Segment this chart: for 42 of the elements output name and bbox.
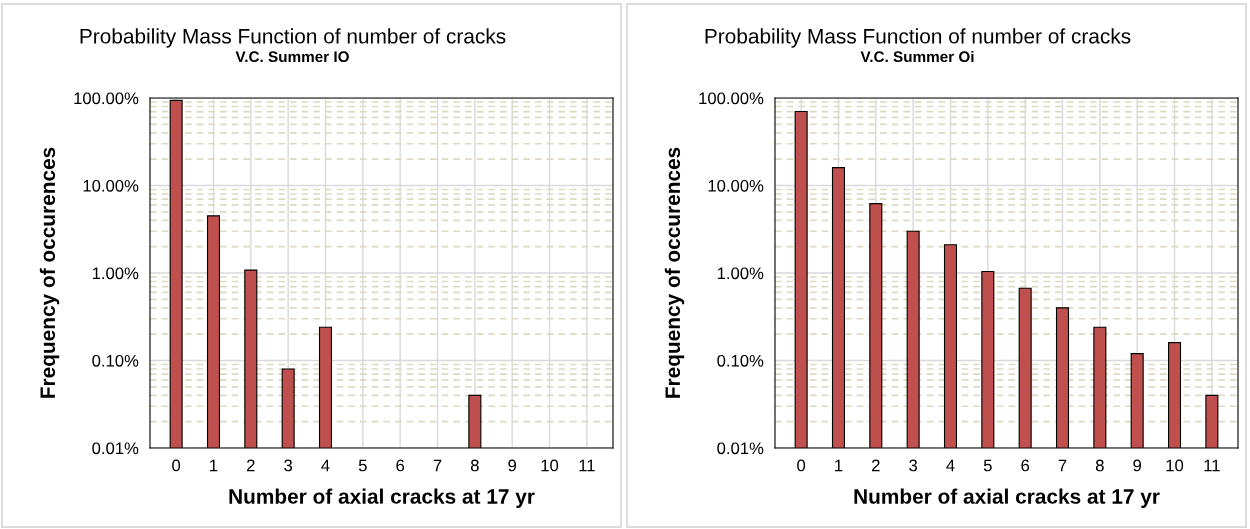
x-tick-label: 7	[1058, 459, 1067, 472]
x-axis-title: Number of axial cracks at 17 yr	[229, 488, 535, 508]
x-tick-label: 9	[508, 459, 517, 472]
x-tick-label: 9	[1133, 459, 1142, 472]
x-tick-label: 5	[983, 459, 992, 472]
chart-subtitle: V.C. Summer Oi	[860, 50, 974, 63]
x-axis-title: Number of axial cracks at 17 yr	[854, 488, 1160, 508]
x-tick-label: 10	[1166, 459, 1184, 472]
y-tick-label: 0.10%	[92, 354, 139, 367]
y-tick-label: 100.00%	[699, 92, 764, 105]
x-tick-label: 11	[1204, 459, 1220, 472]
x-tick-label: 0	[172, 459, 181, 472]
x-tick-label: 6	[396, 459, 405, 472]
x-tick-label: 10	[541, 459, 559, 472]
x-tick-label: 11	[579, 459, 595, 472]
chart-title: Probability Mass Function of number of cracks	[80, 28, 506, 48]
y-tick-label: 0.01%	[92, 442, 139, 455]
x-tick-label: 1	[835, 459, 843, 472]
y-tick-label: 1.00%	[717, 267, 764, 280]
y-tick-label: 0.01%	[717, 442, 764, 455]
y-axis-title: Frequency of occurences	[664, 147, 685, 398]
x-tick-label: 8	[1095, 459, 1104, 472]
y-tick-label: 1.00%	[92, 267, 139, 280]
x-tick-label: 3	[909, 459, 918, 472]
x-tick-label: 0	[797, 459, 806, 472]
x-tick-label: 5	[358, 459, 367, 472]
chart-subtitle: V.C. Summer IO	[235, 51, 349, 63]
y-tick-label: 10.00%	[83, 179, 139, 192]
x-tick-label: 2	[247, 459, 255, 472]
x-tick-label: 2	[872, 459, 880, 472]
x-tick-label: 7	[433, 459, 442, 472]
y-tick-label: 10.00%	[708, 179, 764, 192]
x-tick-label: 4	[946, 459, 955, 472]
x-tick-label: 3	[284, 459, 293, 472]
x-tick-label: 8	[470, 459, 479, 472]
y-tick-label: 0.10%	[717, 354, 764, 367]
x-tick-label: 4	[321, 459, 330, 472]
chart-title: Probability Mass Function of number of cracks	[705, 28, 1131, 48]
y-axis-title: Frequency of occurences	[39, 147, 60, 398]
x-tick-label: 6	[1021, 459, 1030, 472]
y-tick-label: 100.00%	[74, 92, 139, 105]
x-tick-label: 1	[210, 459, 218, 472]
